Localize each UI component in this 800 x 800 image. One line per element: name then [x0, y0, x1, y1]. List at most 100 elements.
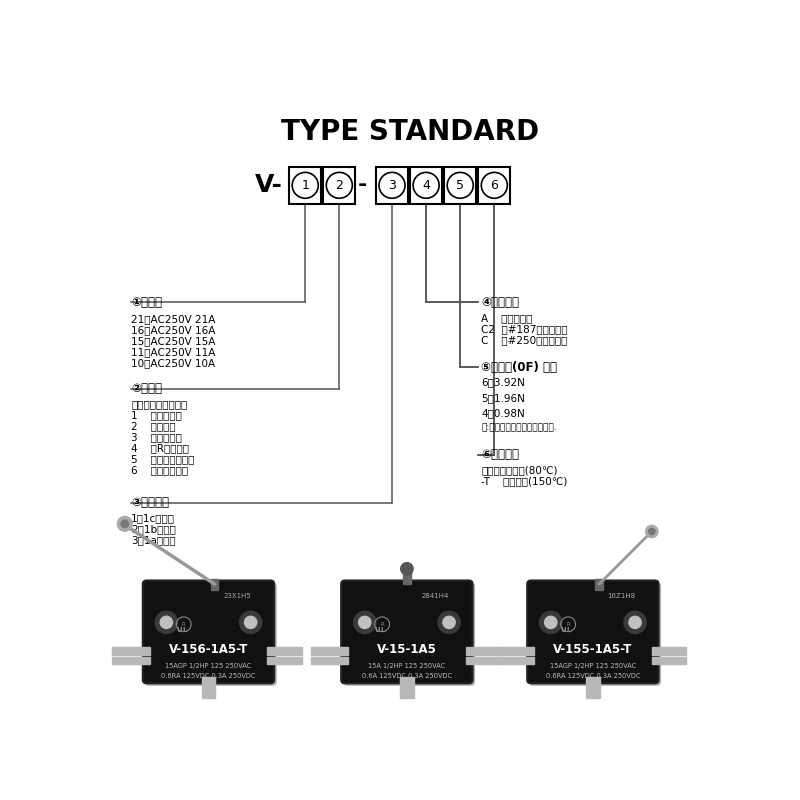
Bar [310, 657, 348, 664]
Text: ②驱动杆: ②驱动杆 [131, 382, 162, 395]
Text: ①额定値: ①额定値 [131, 296, 162, 309]
Bar [466, 647, 500, 654]
Bar [497, 657, 534, 664]
Text: 4    ：R形摆杆型: 4 ：R形摆杆型 [131, 443, 189, 454]
Text: U: U [560, 627, 566, 634]
Text: 1：1c双投型: 1：1c双投型 [131, 513, 175, 523]
Bar [267, 647, 302, 654]
Circle shape [292, 172, 318, 198]
Bar [323, 167, 355, 204]
Text: L: L [566, 627, 571, 634]
Bar [202, 677, 215, 698]
Text: ⑤动作力(0F) 最大: ⑤动作力(0F) 最大 [482, 361, 558, 374]
Bar [400, 677, 414, 698]
Text: ⑥耕热温度: ⑥耕热温度 [482, 448, 519, 461]
Text: 2    ：摆杆型: 2 ：摆杆型 [131, 421, 176, 431]
Text: 6: 6 [490, 179, 498, 192]
FancyBboxPatch shape [344, 583, 475, 686]
Bar [652, 657, 686, 664]
Circle shape [379, 172, 405, 198]
Text: 5: 5 [456, 179, 464, 192]
Text: 6：3.92N: 6：3.92N [482, 378, 525, 387]
Circle shape [413, 172, 439, 198]
Text: 无标记：针状接鈕型: 无标记：针状接鈕型 [131, 399, 187, 409]
FancyBboxPatch shape [527, 581, 658, 683]
Text: 3    ：长摆杆型: 3 ：长摆杆型 [131, 432, 182, 442]
Text: 0.6RA 125VDC 0.3A 250VDC: 0.6RA 125VDC 0.3A 250VDC [546, 673, 640, 679]
Circle shape [401, 562, 413, 575]
Text: 1: 1 [302, 179, 309, 192]
Text: ④端子规格: ④端子规格 [482, 296, 519, 309]
Text: TYPE STANDARD: TYPE STANDARD [281, 118, 539, 146]
Circle shape [447, 172, 474, 198]
Bar [289, 167, 322, 204]
Text: 6    ：滚珠摆杆型: 6 ：滚珠摆杆型 [131, 466, 188, 475]
Text: 2：1b常闭型: 2：1b常闭型 [131, 524, 176, 534]
Text: 15AGP 1/2HP 125 250VAC: 15AGP 1/2HP 125 250VAC [166, 663, 252, 670]
Text: V-156-1A5-T: V-156-1A5-T [169, 642, 248, 656]
Text: 15AGP 1/2HP 125 250VAC: 15AGP 1/2HP 125 250VAC [550, 663, 636, 670]
Text: R: R [182, 622, 186, 626]
Bar [478, 167, 510, 204]
Bar [586, 677, 600, 698]
Text: 0.6RA 125VDC 0.3A 250VDC: 0.6RA 125VDC 0.3A 250VDC [162, 673, 256, 679]
Text: 无标记：一般型(80℃): 无标记：一般型(80℃) [482, 465, 558, 475]
Bar [310, 647, 348, 654]
Text: 23X1H5: 23X1H5 [223, 593, 251, 598]
Circle shape [118, 517, 132, 531]
Text: 3：1a常开型: 3：1a常开型 [131, 535, 176, 545]
Text: R: R [566, 622, 570, 626]
Text: 16Z1H8: 16Z1H8 [607, 593, 635, 598]
Circle shape [545, 616, 557, 629]
Text: -: - [358, 175, 367, 195]
Bar [466, 657, 500, 664]
Circle shape [649, 528, 655, 534]
Text: A    ：焊接端子: A ：焊接端子 [482, 313, 533, 322]
Text: 11：AC250V 11A: 11：AC250V 11A [131, 347, 215, 358]
Circle shape [354, 611, 376, 634]
Bar [112, 657, 150, 664]
Text: 5    ：滚珠短摆杆型: 5 ：滚珠短摆杆型 [131, 454, 194, 465]
Text: L: L [381, 627, 385, 634]
Circle shape [438, 611, 460, 634]
Text: 4：0.98N: 4：0.98N [482, 408, 525, 418]
Text: C2  ：#187接线片端子: C2 ：#187接线片端子 [482, 324, 568, 334]
Bar [444, 167, 476, 204]
Bar [376, 167, 408, 204]
Text: 10：AC250V 10A: 10：AC250V 10A [131, 358, 215, 368]
Text: 21：AC250V 21A: 21：AC250V 21A [131, 314, 215, 324]
Text: V-15-1A5: V-15-1A5 [377, 642, 437, 656]
FancyBboxPatch shape [146, 583, 277, 686]
Text: C    ：#250接线片端子: C ：#250接线片端子 [482, 335, 568, 345]
Text: V-: V- [255, 174, 283, 198]
Text: 15：AC250V 15A: 15：AC250V 15A [131, 336, 215, 346]
Text: V-155-1A5-T: V-155-1A5-T [554, 642, 633, 656]
Circle shape [160, 616, 173, 629]
Text: 15A 1/2HP 125 250VAC: 15A 1/2HP 125 250VAC [368, 663, 446, 670]
Bar [410, 167, 442, 204]
Bar [267, 657, 302, 664]
Bar [595, 579, 603, 590]
Circle shape [629, 616, 641, 629]
Circle shape [326, 172, 352, 198]
Circle shape [539, 611, 562, 634]
Bar [497, 647, 534, 654]
Circle shape [245, 616, 257, 629]
Bar [403, 569, 410, 584]
Text: R: R [380, 622, 384, 626]
Circle shape [121, 520, 129, 527]
Bar [211, 579, 218, 590]
Text: U: U [374, 627, 380, 634]
FancyBboxPatch shape [530, 583, 661, 686]
Circle shape [239, 611, 262, 634]
Text: U: U [176, 627, 182, 634]
Circle shape [155, 611, 178, 634]
Circle shape [624, 611, 646, 634]
Text: 注:数値均为针状按鈕型的数値.: 注:数値均为针状按鈕型的数値. [482, 423, 557, 432]
Bar [112, 647, 150, 654]
Bar [652, 647, 686, 654]
Text: 4: 4 [422, 179, 430, 192]
Circle shape [358, 616, 371, 629]
Text: 5：1.96N: 5：1.96N [482, 393, 525, 403]
Circle shape [482, 172, 507, 198]
